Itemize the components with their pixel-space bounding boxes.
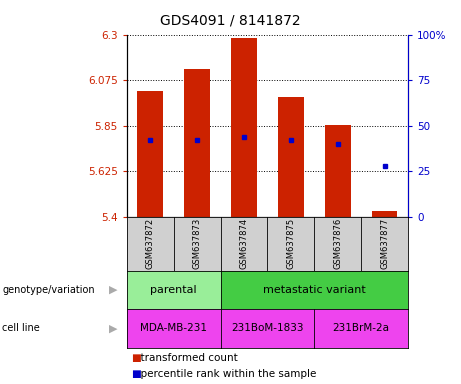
Text: GSM637873: GSM637873 bbox=[193, 218, 201, 270]
Bar bbox=[372, 211, 397, 217]
Text: 231BoM-1833: 231BoM-1833 bbox=[231, 323, 304, 333]
Text: metastatic variant: metastatic variant bbox=[263, 285, 366, 295]
Text: GSM637875: GSM637875 bbox=[286, 218, 296, 270]
Bar bbox=[278, 98, 304, 217]
Text: ▶: ▶ bbox=[109, 285, 117, 295]
Bar bbox=[325, 125, 350, 217]
Bar bbox=[231, 38, 257, 217]
Text: 231BrM-2a: 231BrM-2a bbox=[333, 323, 390, 333]
Text: GSM637877: GSM637877 bbox=[380, 218, 389, 270]
Text: parental: parental bbox=[150, 285, 197, 295]
Text: MDA-MB-231: MDA-MB-231 bbox=[140, 323, 207, 333]
Bar bbox=[184, 69, 210, 217]
Text: ■: ■ bbox=[131, 369, 141, 379]
Text: GDS4091 / 8141872: GDS4091 / 8141872 bbox=[160, 13, 301, 27]
Text: GSM637876: GSM637876 bbox=[333, 218, 342, 270]
Text: genotype/variation: genotype/variation bbox=[2, 285, 95, 295]
Bar bbox=[137, 91, 163, 217]
Text: GSM637872: GSM637872 bbox=[146, 218, 155, 270]
Text: GSM637874: GSM637874 bbox=[239, 218, 248, 270]
Text: cell line: cell line bbox=[2, 323, 40, 333]
Text: transformed count: transformed count bbox=[134, 353, 237, 363]
Text: ■: ■ bbox=[131, 353, 141, 363]
Text: ▶: ▶ bbox=[109, 323, 117, 333]
Text: percentile rank within the sample: percentile rank within the sample bbox=[134, 369, 316, 379]
